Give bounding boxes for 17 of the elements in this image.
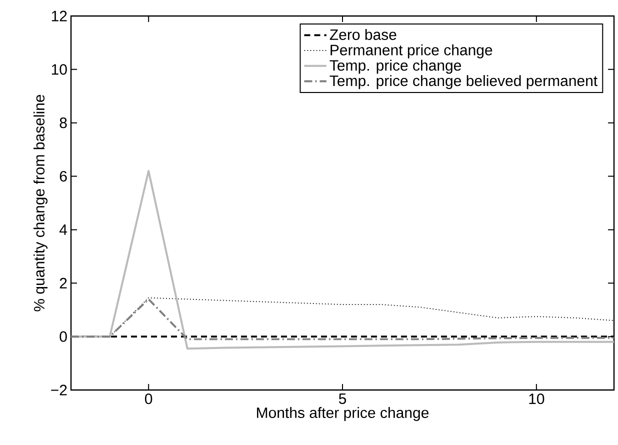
legend-label: Temp. price change bbox=[330, 60, 462, 74]
y-tick-label: 4 bbox=[59, 224, 68, 235]
x-tick-label: 0 bbox=[144, 394, 152, 404]
x-tick-label: 10 bbox=[529, 394, 544, 404]
y-tick-label: 10 bbox=[52, 64, 67, 75]
y-tick-label: 12 bbox=[52, 10, 67, 22]
y-axis-title: % quantity change from baseline bbox=[34, 94, 48, 312]
x-axis-title: Months after price change bbox=[257, 407, 429, 421]
y-tick-label: 8 bbox=[60, 118, 67, 128]
x-tick-label: 5 bbox=[338, 394, 346, 404]
y-tick-label: 0 bbox=[60, 331, 67, 342]
y-tick-label: −2 bbox=[51, 384, 67, 396]
legend-label: Zero base bbox=[330, 28, 396, 40]
legend-label: Permanent price change bbox=[330, 44, 492, 58]
legend-label: Temp. price change believed permanent bbox=[330, 75, 598, 90]
y-tick-label: 6 bbox=[60, 170, 67, 182]
y-tick-label: 2 bbox=[60, 278, 67, 288]
